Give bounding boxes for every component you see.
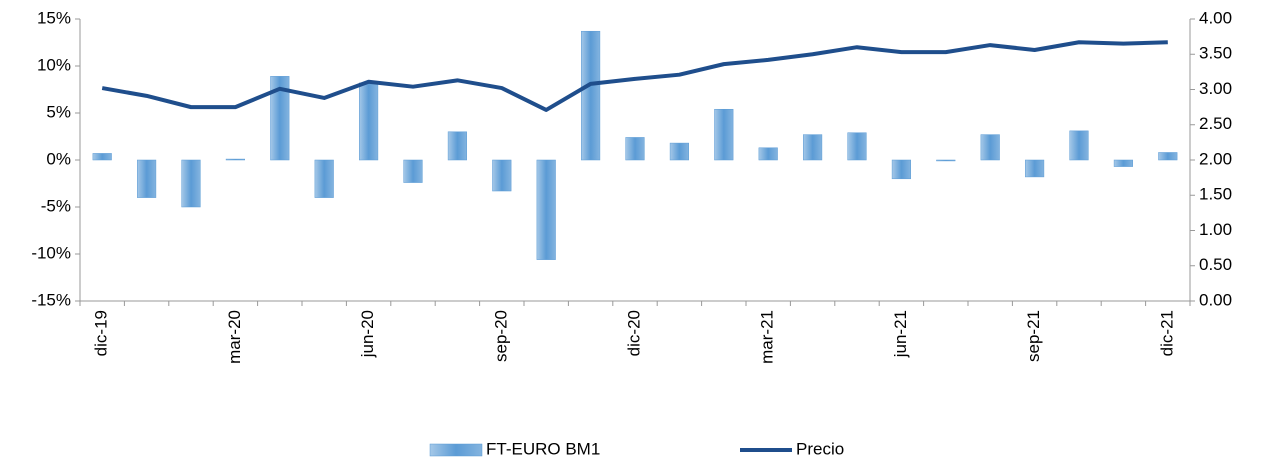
x-tick-label: sep-20	[491, 310, 510, 362]
y2-tick-label: 3.50	[1199, 44, 1232, 63]
bar	[314, 159, 334, 198]
bar	[270, 76, 290, 161]
bar	[581, 30, 601, 161]
x-tick-label: mar-21	[758, 310, 777, 364]
y2-tick-label: 0.50	[1199, 255, 1232, 274]
bar	[225, 158, 245, 161]
bar	[714, 108, 734, 161]
legend-label: FT-EURO BM1	[486, 439, 600, 458]
bar	[1158, 152, 1178, 161]
bar	[669, 142, 689, 161]
bar	[758, 147, 778, 161]
y-tick-label: 0%	[46, 149, 71, 168]
bar	[803, 134, 823, 161]
bar	[137, 159, 157, 198]
x-tick-label: jun-20	[358, 310, 377, 358]
y2-tick-label: 3.00	[1199, 79, 1232, 98]
bar	[447, 131, 467, 161]
bar	[847, 132, 867, 161]
y2-tick-label: 1.50	[1199, 185, 1232, 204]
bar	[625, 137, 645, 161]
y2-tick-label: 4.00	[1199, 8, 1232, 27]
x-tick-label: dic-21	[1157, 310, 1176, 356]
y-tick-label: -15%	[31, 290, 71, 309]
y-tick-label: -10%	[31, 243, 71, 262]
line	[101, 40, 1168, 112]
bar	[536, 159, 556, 260]
y-tick-label: 5%	[46, 102, 71, 121]
legend-swatch	[429, 443, 483, 457]
bar	[492, 159, 512, 192]
bar	[936, 159, 956, 162]
x-tick-label: jun-21	[891, 310, 910, 358]
x-tick-label: dic-19	[92, 310, 111, 356]
x-tick-label: mar-20	[225, 310, 244, 364]
y2-tick-label: 2.00	[1199, 149, 1232, 168]
bar	[359, 82, 379, 161]
y-tick-label: 10%	[37, 55, 71, 74]
x-tick-label: sep-21	[1024, 310, 1043, 362]
y2-tick-label: 1.00	[1199, 220, 1232, 239]
bar	[891, 159, 911, 180]
bar	[1025, 159, 1045, 178]
bar	[403, 159, 423, 183]
legend-label: Precio	[796, 439, 844, 458]
y2-tick-label: 2.50	[1199, 114, 1232, 133]
bar	[1113, 159, 1133, 167]
x-tick-label: dic-20	[624, 310, 643, 356]
bar	[1069, 130, 1089, 161]
y-tick-label: 15%	[37, 8, 71, 27]
bar	[181, 159, 201, 208]
y2-tick-label: 0.00	[1199, 290, 1232, 309]
bar	[980, 134, 1000, 161]
bar	[92, 153, 112, 161]
y-tick-label: -5%	[41, 196, 71, 215]
